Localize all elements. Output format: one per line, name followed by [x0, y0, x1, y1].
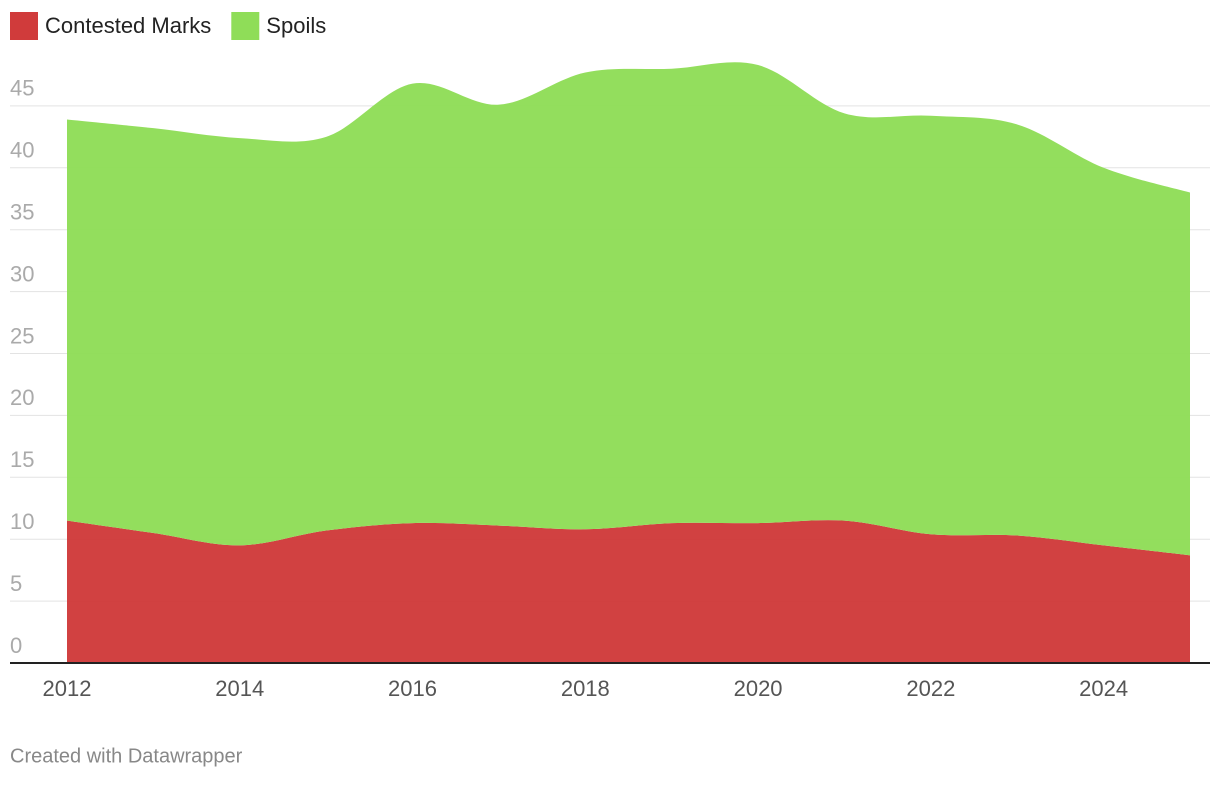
x-tick-label: 2016 — [388, 676, 437, 701]
x-tick-label: 2014 — [215, 676, 264, 701]
y-tick-label: 35 — [10, 200, 34, 225]
y-tick-label: 40 — [10, 138, 34, 163]
y-tick-label: 0 — [10, 633, 22, 658]
y-tick-label: 10 — [10, 509, 34, 534]
legend-swatch — [10, 12, 38, 40]
legend-swatch — [231, 12, 260, 40]
y-tick-label: 5 — [10, 571, 22, 596]
y-tick-label: 15 — [10, 447, 34, 472]
legend-label: Spoils — [266, 13, 326, 38]
footer: Created with Datawrapper — [10, 745, 243, 767]
y-tick-label: 45 — [10, 76, 34, 101]
y-tick-label: 25 — [10, 323, 34, 348]
x-tick-label: 2018 — [561, 676, 610, 701]
x-tick-label: 2024 — [1079, 676, 1128, 701]
x-tick-label: 2022 — [906, 676, 955, 701]
y-tick-label: 30 — [10, 261, 34, 286]
x-tick-label: 2012 — [43, 676, 92, 701]
area — [67, 520, 1190, 663]
y-tick-label: 20 — [10, 385, 34, 410]
x-tick-label: 2020 — [734, 676, 783, 701]
area — [67, 62, 1190, 556]
legend-label: Contested Marks — [45, 13, 211, 38]
